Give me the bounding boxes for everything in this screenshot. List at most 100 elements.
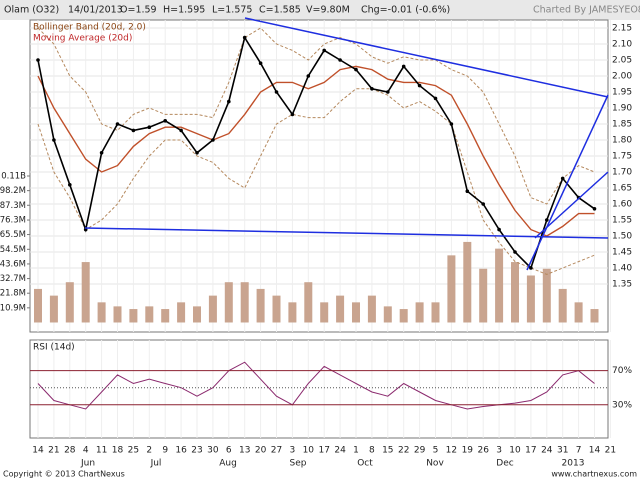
- volume-bar: [590, 309, 599, 323]
- x-tick-label: 8: [369, 446, 375, 456]
- volume-bar: [97, 302, 106, 323]
- y-tick-label: 2.05: [612, 56, 632, 66]
- price-point: [290, 112, 295, 117]
- price-point: [417, 83, 422, 88]
- legend-entry: Bollinger Band (20d, 2.0): [33, 23, 146, 33]
- credit: Charted By JAMESYEO87: [533, 5, 640, 16]
- x-tick-label: 30: [207, 446, 219, 456]
- price-point: [560, 176, 565, 181]
- price-point: [68, 183, 72, 187]
- volume-bar: [129, 309, 138, 323]
- volume-bar: [447, 255, 456, 323]
- x-tick-label: 2: [146, 446, 152, 456]
- volume-bar: [272, 295, 281, 323]
- volume-bar: [542, 268, 551, 323]
- price-point: [258, 61, 263, 65]
- stat: H=1.595: [163, 5, 205, 16]
- x-tick-label: 16: [175, 446, 187, 456]
- volume-bar: [367, 295, 376, 323]
- chart-title: Olam (O32): [4, 5, 59, 16]
- price-point: [481, 202, 486, 206]
- volume-tick-label: 98.2M: [0, 186, 26, 196]
- volume-bar: [526, 275, 535, 323]
- price-point: [274, 90, 279, 94]
- x-tick-label: 4: [83, 446, 89, 456]
- month-label: Dec: [496, 459, 513, 469]
- y-tick-label: 1.70: [612, 168, 632, 178]
- x-tick-label: 12: [446, 446, 457, 456]
- price-point: [52, 138, 56, 142]
- volume-bar: [431, 302, 440, 323]
- volume-tick-label: 0.11B: [1, 172, 26, 182]
- x-tick-label: 10: [509, 446, 521, 456]
- x-tick-label: 24: [334, 446, 346, 456]
- price-point: [179, 128, 183, 133]
- x-tick-label: 31: [557, 446, 568, 456]
- plot: [34, 27, 599, 410]
- bollinger-lower: [37, 88, 595, 275]
- trend-line: [84, 227, 609, 239]
- x-tick-label: 14: [589, 446, 601, 456]
- price-point: [211, 138, 215, 142]
- volume-bar: [177, 302, 186, 323]
- price-point: [354, 67, 358, 72]
- y-tick-label: 1.90: [612, 104, 632, 114]
- price-point: [433, 96, 438, 101]
- y-tick-label: 1.40: [612, 264, 632, 274]
- price-point: [592, 207, 597, 211]
- month-label: Oct: [357, 459, 373, 469]
- trend-line: [526, 94, 609, 271]
- price-point: [115, 122, 120, 126]
- volume-bar: [495, 248, 504, 323]
- y-tick-label: 2.15: [612, 24, 632, 34]
- volume-bar: [336, 295, 345, 323]
- rsi-label: RSI (14d): [33, 343, 75, 353]
- volume-bar: [34, 288, 42, 323]
- x-tick-label: 3: [290, 446, 296, 456]
- month-label: 2013: [562, 459, 585, 469]
- price-point: [465, 189, 470, 193]
- volume-bar: [479, 268, 488, 323]
- volume-bar: [320, 302, 329, 323]
- price-point: [513, 250, 517, 254]
- y-tick-label: 1.75: [612, 152, 632, 162]
- stat: 14/01/2013: [68, 5, 123, 16]
- legend-entry: Moving Average (20d): [33, 34, 132, 44]
- x-tick-label: 18: [112, 446, 124, 456]
- rsi-panel: [29, 339, 609, 439]
- volume-bar: [240, 282, 249, 323]
- price-point: [147, 125, 152, 129]
- price-point: [497, 227, 501, 232]
- volume-tick-label: 32.7M: [0, 274, 26, 284]
- price-point: [131, 128, 136, 133]
- volume-bar: [113, 306, 122, 323]
- volume-bar: [145, 306, 154, 323]
- price-point: [227, 99, 231, 104]
- volume-bar: [49, 295, 58, 323]
- x-tick-label: 22: [398, 446, 409, 456]
- volume-tick-label: 43.6M: [0, 259, 26, 269]
- volume-tick-label: 54.5M: [0, 245, 26, 255]
- x-tick-label: 15: [382, 446, 393, 456]
- volume-bar: [383, 306, 392, 323]
- volume-bar: [463, 241, 472, 323]
- volume-bar: [81, 262, 90, 323]
- x-tick-label: 13: [239, 446, 250, 456]
- price-point: [99, 151, 104, 155]
- x-tick-label: 26: [477, 446, 489, 456]
- x-tick-label: 21: [48, 446, 59, 456]
- y-tick-label: 1.55: [612, 216, 632, 226]
- month-label: Sep: [290, 459, 307, 469]
- volume-bar: [352, 302, 360, 323]
- volume-bar: [415, 302, 424, 323]
- x-tick-label: 1: [353, 446, 359, 456]
- month-label: Aug: [219, 459, 237, 469]
- x-tick-label: 14: [32, 446, 44, 456]
- stat: O=1.59: [120, 5, 157, 16]
- price-panel: [29, 19, 609, 333]
- volume-tick-label: 65.5M: [0, 230, 26, 240]
- volume-bar: [161, 309, 170, 323]
- x-tick-label: 3: [496, 446, 502, 456]
- volume-bar: [511, 262, 519, 323]
